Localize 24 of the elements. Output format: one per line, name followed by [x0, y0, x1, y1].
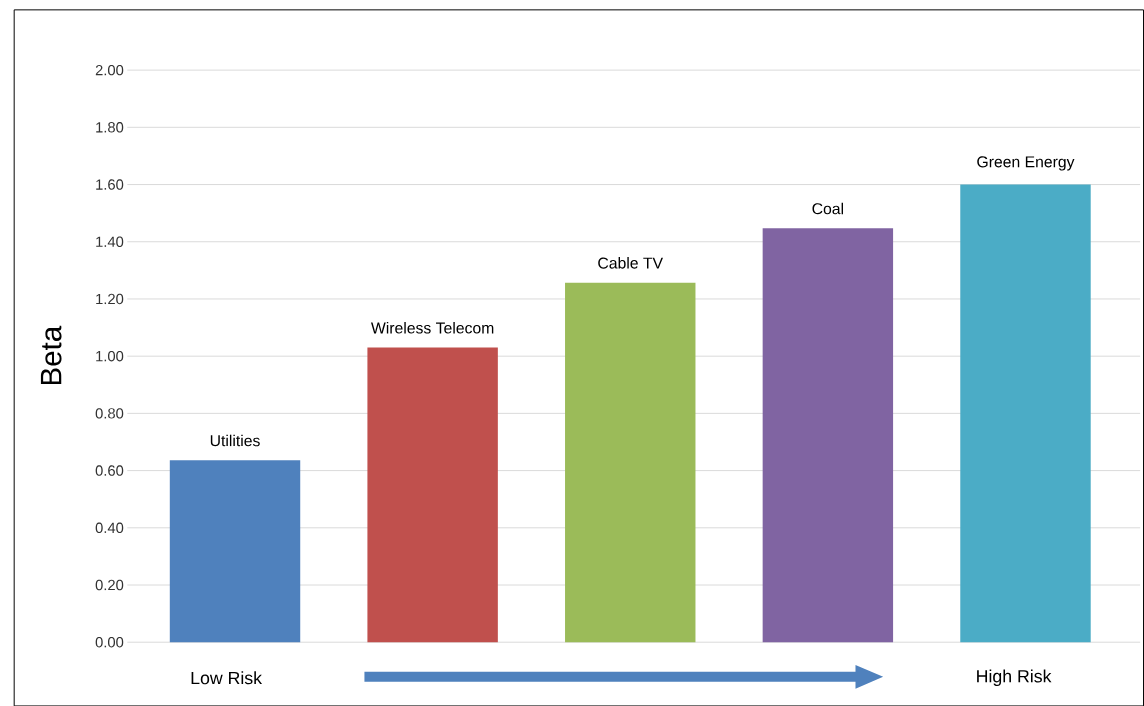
x-tick-label: Cable TV: [598, 256, 663, 269]
bar: [169, 460, 301, 642]
x-tick-label: Coal: [812, 202, 843, 215]
text: High Risk: [977, 669, 1052, 686]
text: Low Risk: [191, 671, 263, 685]
y-tick-label: 1.40: [96, 236, 124, 247]
bar: [565, 282, 696, 642]
y-tick-label: 1.00: [96, 350, 124, 362]
y-tick-label: 0.80: [95, 407, 124, 419]
y-tick-label: 0.60: [95, 465, 124, 476]
bar: [960, 184, 1091, 642]
y-tick-label: 1.60: [96, 179, 124, 190]
y-axis-title: Beta: [40, 325, 62, 384]
x-tick-label: Wireless Telecom: [370, 321, 494, 334]
y-tick-label: 1.80: [96, 121, 124, 133]
y-tick-label: 1.20: [96, 293, 124, 304]
y-tick-label: 0.40: [95, 522, 124, 533]
y-tick-label: 0.00: [95, 636, 124, 648]
x-tick-label: Green Energy: [977, 156, 1075, 171]
bar: [762, 228, 894, 642]
y-tick-label: 0.20: [95, 579, 124, 591]
bar: [367, 347, 498, 642]
x-tick-label: Utilities: [210, 434, 260, 447]
y-tick-label: 2.00: [95, 64, 124, 76]
